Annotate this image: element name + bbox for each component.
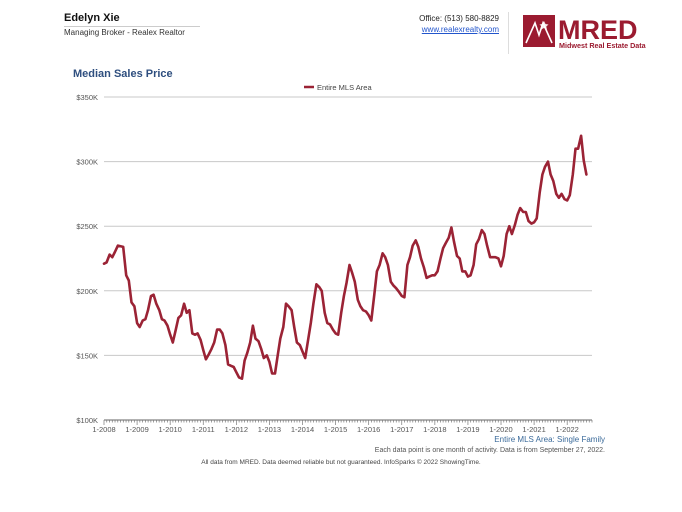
x-tick-label: 1-2011	[192, 425, 215, 434]
office-phone: Office: (513) 580-8829	[419, 14, 499, 23]
header-separator	[508, 12, 509, 54]
x-tick-label: 1-2014	[291, 425, 314, 434]
x-tick-label: 1-2010	[158, 425, 181, 434]
series-line	[102, 134, 588, 380]
y-tick-label: $100K	[76, 416, 98, 425]
mred-logo: MRED Midwest Real Estate Data	[523, 15, 659, 51]
x-tick-label: 1-2019	[456, 425, 479, 434]
logo-mark-icon	[523, 15, 555, 47]
x-tick-label: 1-2016	[357, 425, 380, 434]
y-tick-label: $350K	[76, 93, 98, 102]
logo-subtitle: Midwest Real Estate Data	[559, 41, 647, 50]
x-tick-label: 1-2009	[125, 425, 148, 434]
x-tick-label: 1-2008	[92, 425, 115, 434]
y-tick-label: $150K	[76, 351, 98, 360]
y-tick-label: $300K	[76, 158, 98, 167]
source-label: Entire MLS Area: Single Family	[494, 435, 605, 444]
x-tick-label: 1-2020	[489, 425, 512, 434]
x-tick-label: 1-2012	[225, 425, 248, 434]
x-tick-label: 1-2017	[390, 425, 413, 434]
logo-text: MRED	[558, 15, 638, 45]
disclaimer: All data from MRED. Data deemed reliable…	[201, 459, 481, 466]
x-tick-label: 1-2013	[258, 425, 281, 434]
x-tick-label: 1-2022	[556, 425, 579, 434]
website-link[interactable]: www.realexrealty.com	[421, 25, 499, 34]
legend-label: Entire MLS Area	[317, 83, 372, 92]
agent-title: Managing Broker - Realex Realtor	[64, 28, 185, 37]
x-tick-label: 1-2015	[324, 425, 347, 434]
data-note: Each data point is one month of activity…	[374, 447, 605, 454]
agent-name: Edelyn Xie	[64, 12, 120, 24]
chart-title: Median Sales Price	[73, 68, 173, 80]
x-tick-label: 1-2021	[522, 425, 545, 434]
y-tick-label: $250K	[76, 222, 98, 231]
x-tick-label: 1-2018	[423, 425, 446, 434]
y-tick-label: $200K	[76, 287, 98, 296]
divider	[64, 26, 200, 27]
